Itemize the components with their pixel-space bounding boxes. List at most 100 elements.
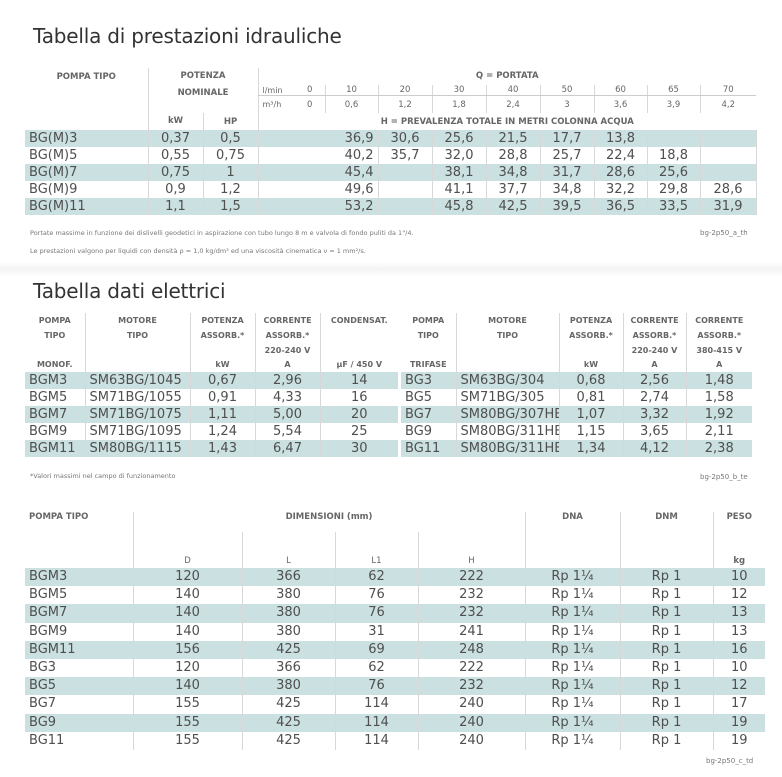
dna: Rp 1¼ xyxy=(524,658,621,678)
subheader xyxy=(25,532,133,568)
current: 6,47 xyxy=(254,440,320,457)
subheader: L xyxy=(241,532,335,568)
column-header: TIPO xyxy=(44,331,66,340)
current: 5,54 xyxy=(254,423,320,440)
dim-h: 240 xyxy=(417,713,526,732)
pump-type: BG5 xyxy=(405,390,433,405)
flow-lmin-value: 50 xyxy=(539,85,595,96)
weight: 17 xyxy=(712,695,766,714)
head-value: 32,0 xyxy=(431,147,487,164)
flow-lmin-value: 65 xyxy=(646,85,701,96)
table-row: BG3 120 366 62 222 Rp 1¼ Rp 1 10 xyxy=(25,658,766,678)
electrical-title: Tabella dati elettrici xyxy=(33,279,226,303)
electrical-table-monophase: POMPA MOTORE POTENZA CORRENTE CONDENSAT. TIPO… xyxy=(25,313,398,457)
value: 2,11 xyxy=(685,423,752,440)
head-value: 25,6 xyxy=(646,164,701,181)
current: 2,74 xyxy=(622,389,686,406)
power-absorbed: 0,81 xyxy=(558,389,623,406)
hydraulic-note-2: Le prestazioni valgono per liquidi con d… xyxy=(30,247,366,255)
dnm: Rp 1 xyxy=(619,586,714,605)
head-value: 17,7 xyxy=(539,130,595,147)
weight-header: PESO xyxy=(712,512,766,532)
table-row: BG(M)11 1,1 1,5 53,2 45,8 42,5 39,5 36,5 33,5 31,… xyxy=(25,198,757,215)
dna: Rp 1¼ xyxy=(524,695,621,714)
m3h-label: m³/h xyxy=(257,95,296,113)
flow-m3h-value: 0,6 xyxy=(324,95,379,113)
column-header: TIPO xyxy=(455,328,559,343)
kw-header: kW xyxy=(147,113,203,130)
current: 3,32 xyxy=(622,406,686,423)
pump-type: BGM7 xyxy=(25,406,85,423)
subheader: H xyxy=(417,532,526,568)
column-header: MONOF. xyxy=(36,360,73,369)
head-value: 30,6 xyxy=(377,130,433,147)
current: 4,12 xyxy=(622,440,686,457)
current: 4,33 xyxy=(254,389,320,406)
pump-type: BGM9 xyxy=(29,623,68,639)
dim-l: 425 xyxy=(241,713,335,732)
dnm: Rp 1 xyxy=(619,713,714,732)
value: 1,92 xyxy=(685,406,752,423)
table-row: BGM9 140 380 31 241 Rp 1¼ Rp 1 13 xyxy=(25,622,766,641)
dim-l1: 69 xyxy=(334,640,418,659)
motor-type: SM71BG/1095 xyxy=(84,423,190,440)
dim-d: 140 xyxy=(132,622,242,641)
column-header: CORRENTE xyxy=(685,313,752,328)
dim-h: 240 xyxy=(417,731,526,750)
dna: Rp 1¼ xyxy=(524,640,621,659)
value: 14 xyxy=(319,372,398,389)
power-absorbed: 1,07 xyxy=(558,406,623,423)
head-value: 38,1 xyxy=(431,164,487,181)
head-value xyxy=(699,164,757,181)
electrical-note: *Valori massimi nel campo di funzionamen… xyxy=(30,472,176,480)
dnm: Rp 1 xyxy=(619,622,714,641)
flow-m3h-value: 4,2 xyxy=(699,95,757,113)
table-row: BG(M)7 0,75 1 45,4 38,1 34,8 31,7 28,6 25,6 xyxy=(25,164,757,181)
dim-l: 366 xyxy=(241,568,335,587)
current: 2,56 xyxy=(622,372,686,389)
head-value: 28,8 xyxy=(485,147,541,164)
table-row: BG(M)5 0,55 0,75 40,2 35,7 32,0 28,8 25,7 22,4 18… xyxy=(25,147,757,164)
column-header: A xyxy=(622,357,686,372)
head-value: 45,4 xyxy=(257,164,379,181)
pump-type: BG3 xyxy=(29,660,57,676)
power-hp: 1 xyxy=(202,164,259,181)
dim-l1: 62 xyxy=(334,658,418,678)
dim-h: 232 xyxy=(417,677,526,696)
motor-type: SM71BG/1075 xyxy=(84,406,190,423)
dim-d: 155 xyxy=(132,731,242,750)
table-row: BGM3 120 366 62 222 Rp 1¼ Rp 1 10 xyxy=(25,568,766,587)
head-value: 21,5 xyxy=(485,130,541,147)
table-row: BG11 SM80BG/311HE 1,34 4,12 2,38 xyxy=(401,440,752,457)
dna-header: DNA xyxy=(524,512,621,532)
value: 1,58 xyxy=(685,389,752,406)
lmin-label: l/min xyxy=(257,85,296,96)
power-kw: 1,1 xyxy=(147,198,203,215)
power-hp: 1,5 xyxy=(202,198,259,215)
dna: Rp 1¼ xyxy=(524,677,621,696)
dim-l1: 62 xyxy=(334,568,418,587)
head-value: 29,8 xyxy=(646,181,701,198)
head-value: 53,2 xyxy=(257,198,379,215)
pump-type: BGM5 xyxy=(29,390,68,405)
column-header xyxy=(319,343,398,357)
motor-type: SM71BG/1055 xyxy=(84,389,190,406)
hydraulic-code: bg-2p50_a_th xyxy=(700,229,748,237)
flow-header: Q = PORTATA xyxy=(257,68,757,85)
head-value: 28,6 xyxy=(699,181,757,198)
column-header xyxy=(189,343,255,357)
dim-l1: 114 xyxy=(334,731,418,750)
head-value: 40,2 xyxy=(257,147,379,164)
head-value: 18,8 xyxy=(646,147,701,164)
empty xyxy=(25,113,148,130)
power-absorbed: 1,15 xyxy=(558,423,623,440)
dnm: Rp 1 xyxy=(619,731,714,750)
head-value: 32,2 xyxy=(593,181,648,198)
column-header: TRIFASE xyxy=(409,360,447,369)
flow-m3h-value: 1,2 xyxy=(377,95,433,113)
table-row: BG3 SM63BG/304 0,68 2,56 1,48 xyxy=(401,372,752,389)
pump-type: BGM7 xyxy=(25,604,133,623)
dim-l: 425 xyxy=(241,695,335,714)
dim-h: 232 xyxy=(417,604,526,623)
dimensions-table: POMPA TIPO DIMENSIONI (mm) DNA DNM PESO D L L1 H… xyxy=(25,512,766,750)
